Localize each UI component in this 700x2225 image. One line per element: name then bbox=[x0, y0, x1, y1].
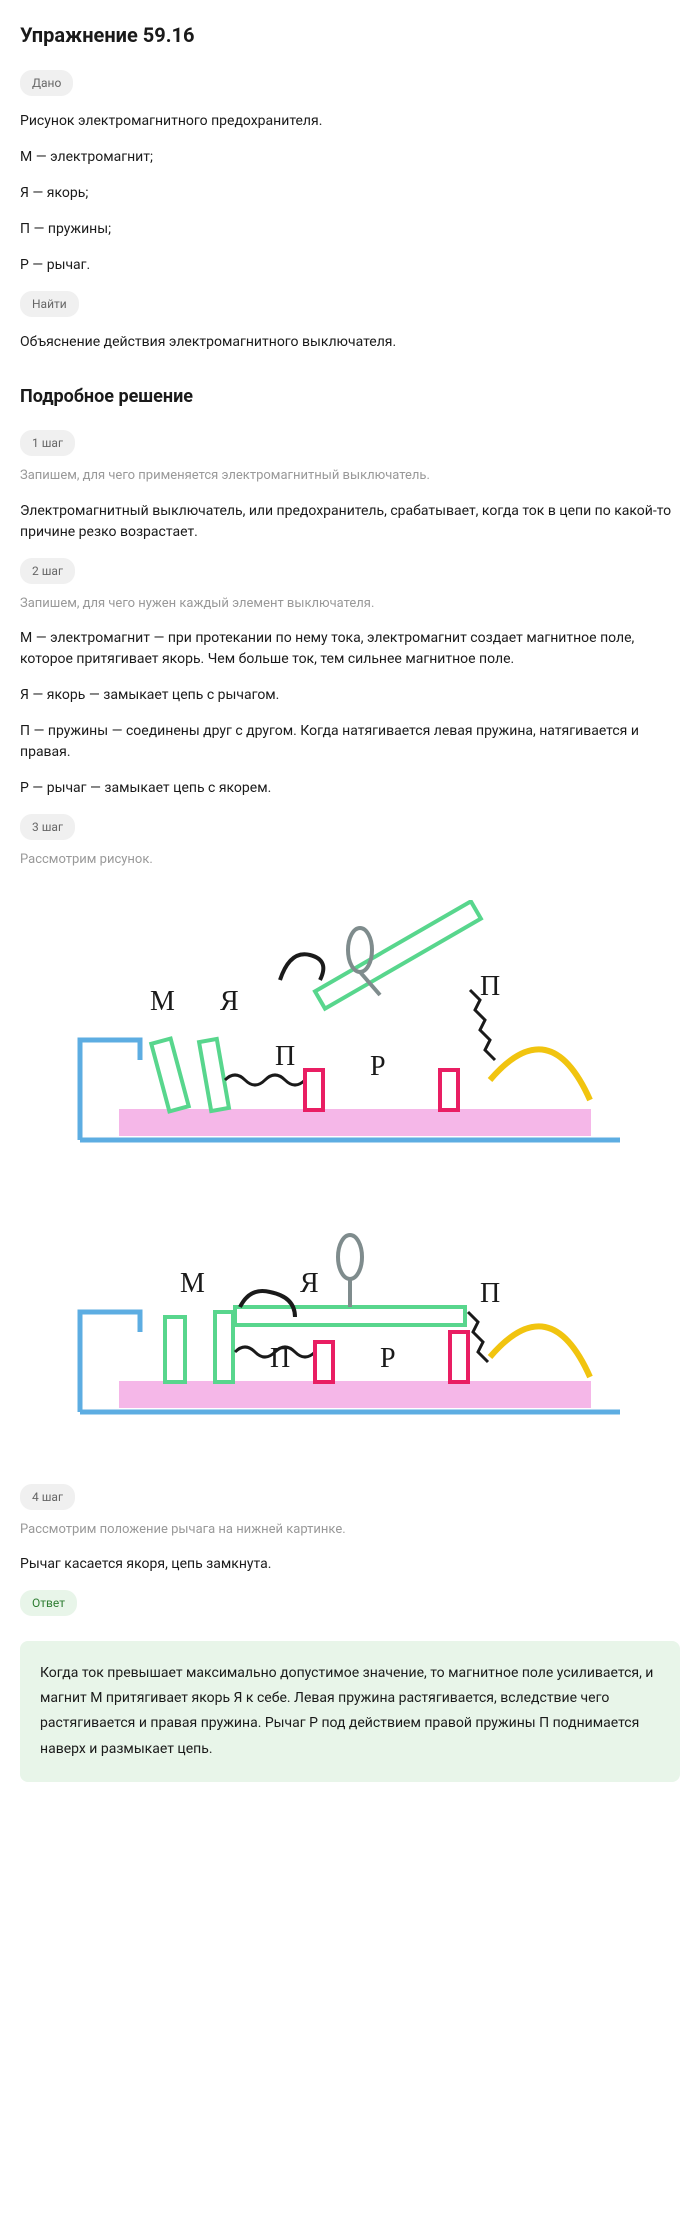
step-badge: 4 шаг bbox=[20, 1484, 75, 1510]
step-text: П — пружины — соединены друг с другом. К… bbox=[20, 721, 680, 763]
svg-text:М: М bbox=[150, 986, 175, 1017]
step-text: Р — рычаг — замыкает цепь с якорем. bbox=[20, 778, 680, 799]
step-text: Я — якорь — замыкает цепь с рычагом. bbox=[20, 685, 680, 706]
solution-title: Подробное решение bbox=[20, 383, 680, 410]
step-text: Рычаг касается якоря, цепь замкнута. bbox=[20, 1554, 680, 1575]
svg-text:П: П bbox=[270, 1343, 290, 1374]
given-line: Рисунок электромагнитного предохранителя… bbox=[20, 111, 680, 132]
step-desc: Рассмотрим положение рычага на нижней ка… bbox=[20, 1520, 680, 1540]
given-line: П — пружины; bbox=[20, 219, 680, 240]
given-line: Р — рычаг. bbox=[20, 255, 680, 276]
step-badge: 3 шаг bbox=[20, 814, 75, 840]
answer-badge: Ответ bbox=[20, 1590, 77, 1616]
answer-box: Когда ток превышает максимально допустим… bbox=[20, 1641, 680, 1782]
find-text: Объяснение действия электромагнитного вы… bbox=[20, 332, 680, 353]
svg-text:П: П bbox=[275, 1041, 295, 1072]
given-line: Я — якорь; bbox=[20, 183, 680, 204]
svg-text:П: П bbox=[480, 971, 500, 1002]
diagram-container: М Я П Р П bbox=[50, 900, 650, 1444]
svg-text:Р: Р bbox=[380, 1343, 396, 1374]
find-badge: Найти bbox=[20, 291, 79, 317]
step-desc: Рассмотрим рисунок. bbox=[20, 850, 680, 870]
step-desc: Запишем, для чего нужен каждый элемент в… bbox=[20, 594, 680, 614]
svg-text:Р: Р bbox=[370, 1051, 386, 1082]
step-text: М — электромагнит — при протекании по не… bbox=[20, 628, 680, 670]
given-line: М — электромагнит; bbox=[20, 147, 680, 168]
step-text: Электромагнитный выключатель, или предох… bbox=[20, 501, 680, 543]
step-desc: Запишем, для чего применяется электромаг… bbox=[20, 466, 680, 486]
diagram-bottom: М Я П Р П bbox=[50, 1207, 650, 1444]
step-badge: 1 шаг bbox=[20, 430, 75, 456]
diagram-top: М Я П Р П bbox=[50, 900, 650, 1167]
step-badge: 2 шаг bbox=[20, 558, 75, 584]
svg-text:Я: Я bbox=[220, 986, 239, 1017]
svg-text:М: М bbox=[180, 1268, 205, 1299]
svg-text:Я: Я bbox=[300, 1268, 319, 1299]
given-badge: Дано bbox=[20, 70, 73, 96]
exercise-title: Упражнение 59.16 bbox=[20, 20, 680, 50]
svg-text:П: П bbox=[480, 1278, 500, 1309]
